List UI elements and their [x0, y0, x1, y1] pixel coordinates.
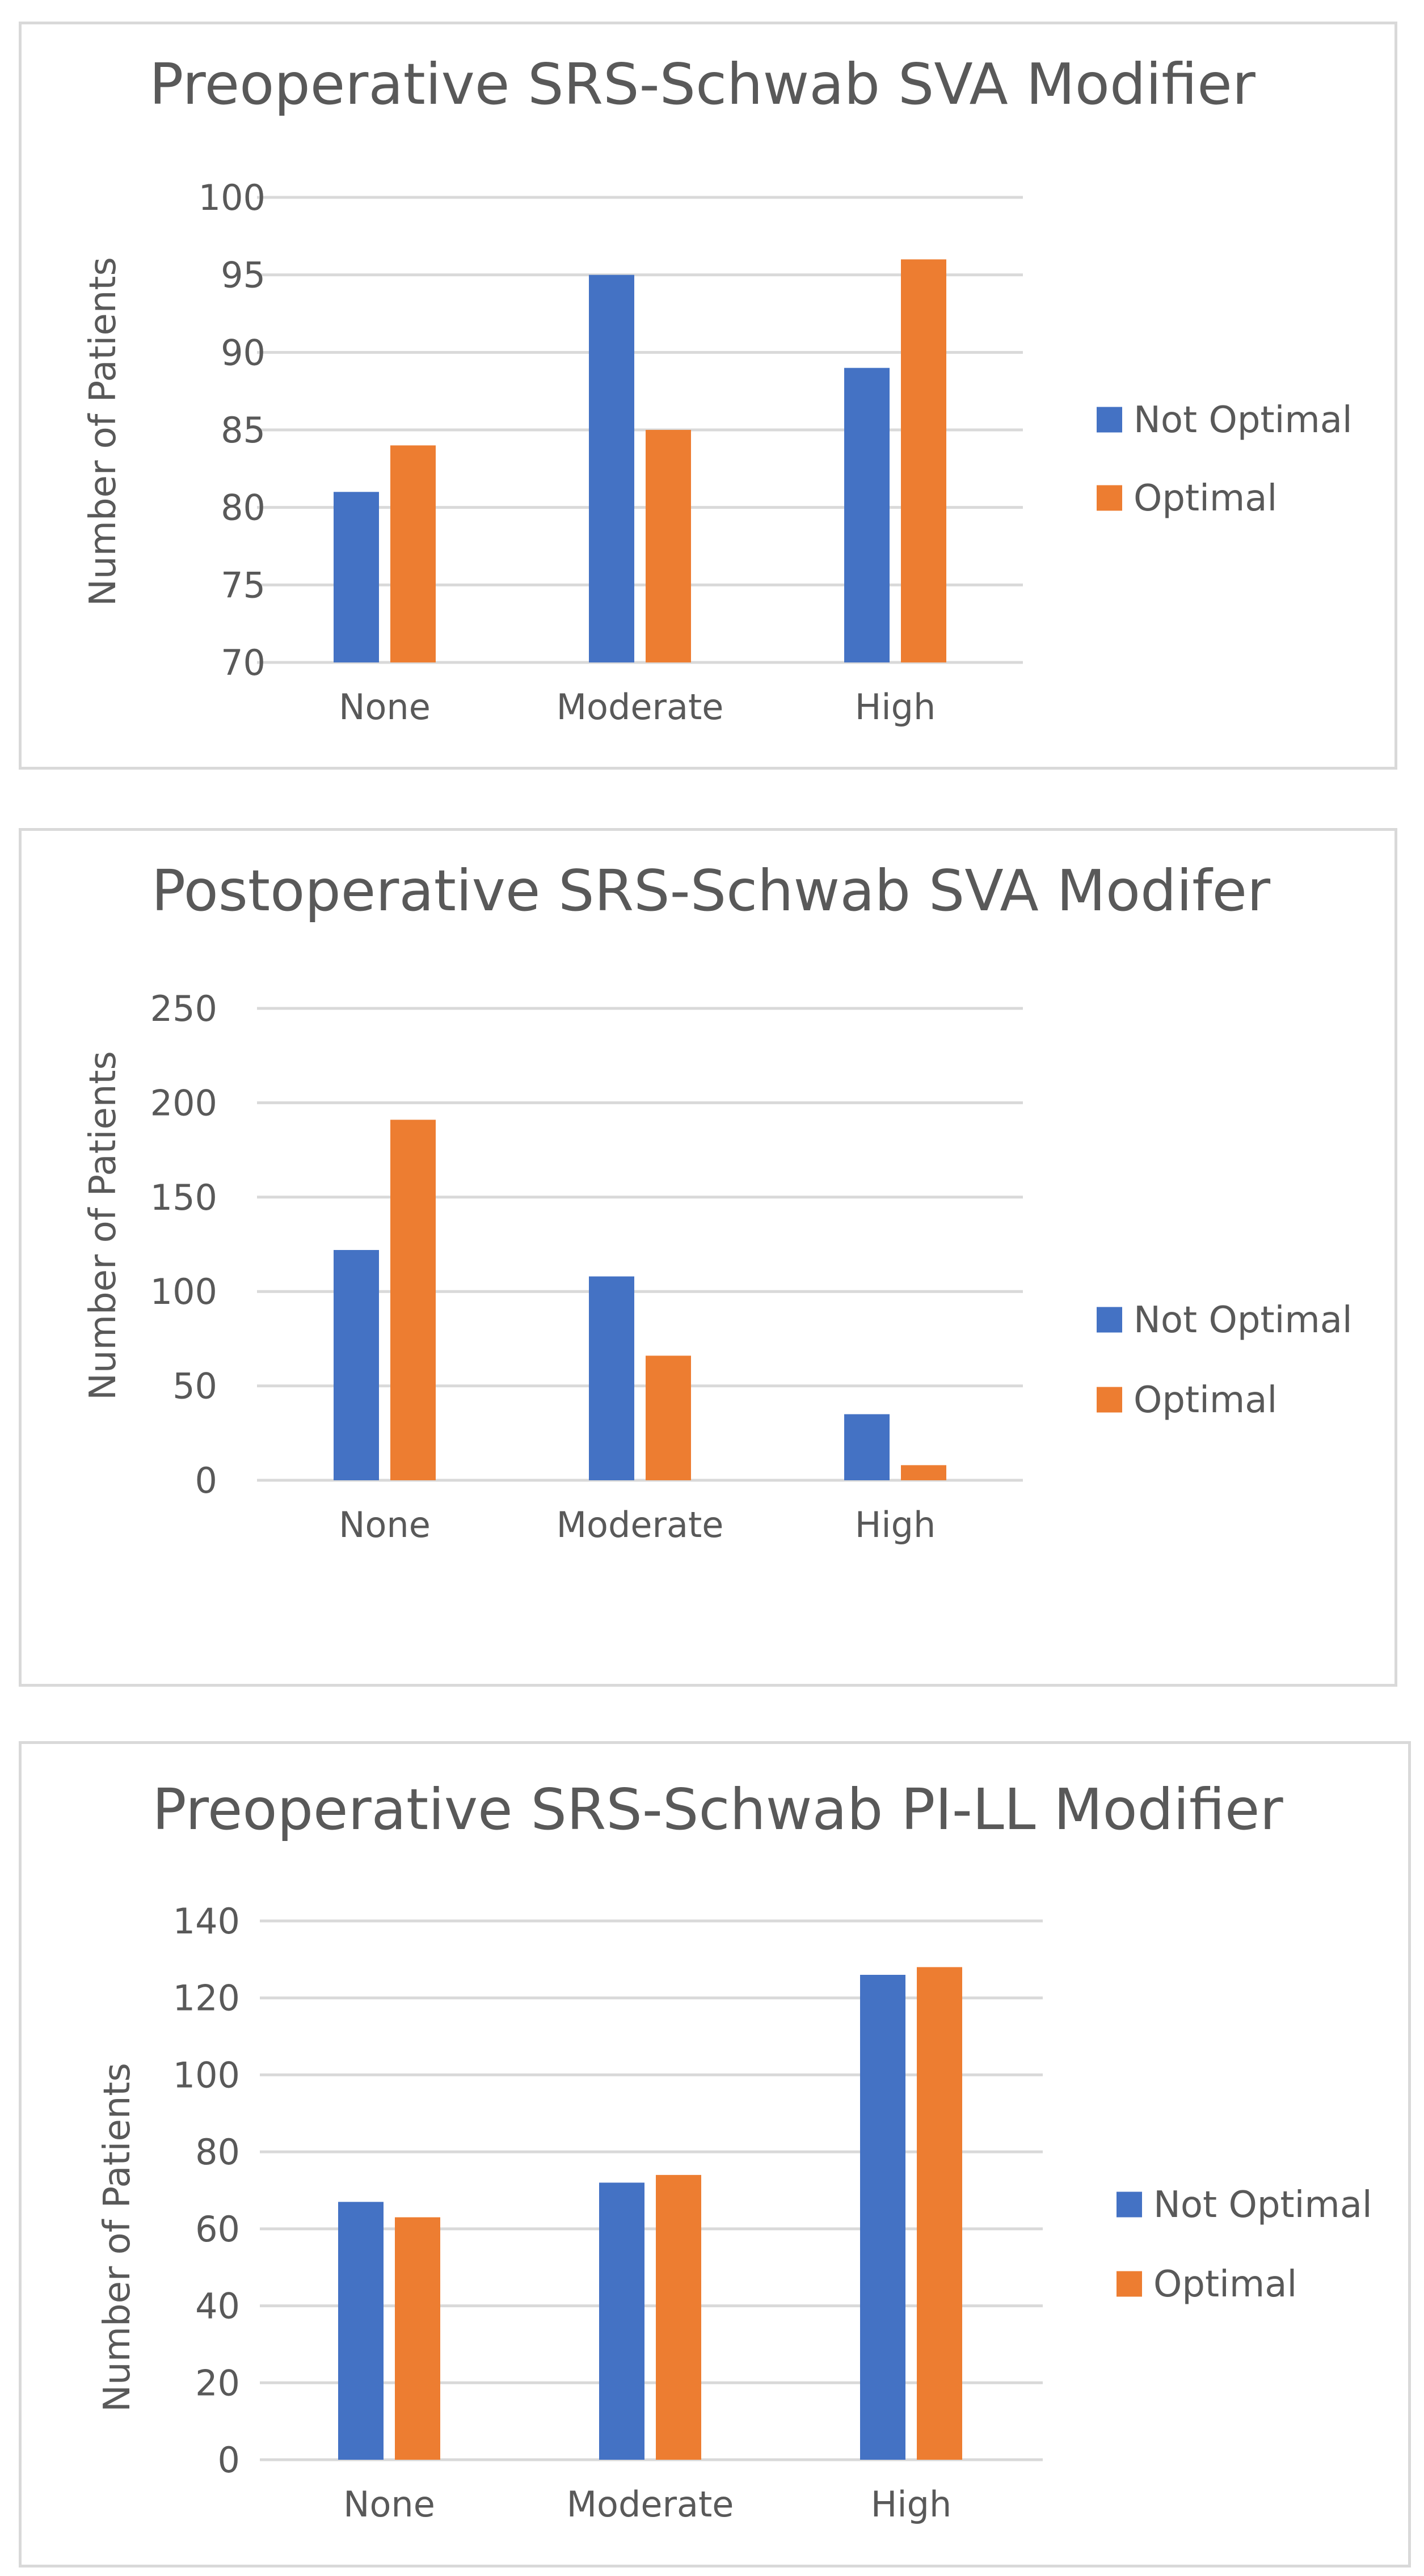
plot-area: 70 75 80 85 90 95 100 None Moderate High	[199, 177, 1023, 728]
bar-not-optimal-high	[860, 1975, 905, 2460]
bar-not-optimal-none	[338, 2202, 384, 2460]
legend-label: Not Optimal	[1153, 2184, 1372, 2226]
x-tick-label: Moderate	[557, 686, 724, 728]
plot-area: 0 50 100 150 200 250 None Moderate High	[150, 988, 1023, 1545]
y-tick-label: 20	[195, 2362, 240, 2404]
chart-panel-preop-sva: Preoperative SRS-Schwab SVA Modifier Num…	[19, 22, 1397, 770]
chart-svg-postop-sva: Postoperative SRS-Schwab SVA Modifer Num…	[82, 858, 1353, 1545]
legend-swatch	[1117, 2271, 1142, 2297]
bar-optimal-high	[917, 1967, 962, 2460]
y-tick-label: 60	[195, 2208, 240, 2250]
legend: Not Optimal Optimal	[1117, 2184, 1372, 2305]
y-axis-title: Number of Patients	[96, 2063, 138, 2412]
bar-not-optimal-moderate	[589, 1276, 634, 1480]
legend: Not Optimal Optimal	[1097, 1299, 1353, 1421]
legend-swatch	[1097, 485, 1122, 511]
bar-not-optimal-moderate	[599, 2182, 644, 2460]
legend-swatch	[1097, 1307, 1122, 1333]
y-tick-label: 140	[173, 1901, 240, 1942]
y-tick-label: 40	[195, 2286, 240, 2327]
legend-label: Optimal	[1134, 1379, 1277, 1421]
x-tick-label: High	[855, 686, 936, 728]
chart-panel-preop-pill: Preoperative SRS-Schwab PI-LL Modifier N…	[19, 1741, 1411, 2567]
y-tick-label: 100	[199, 177, 266, 218]
chart-title: Preoperative SRS-Schwab SVA Modifier	[149, 51, 1256, 117]
y-tick-label: 80	[221, 487, 266, 529]
y-tick-label: 50	[172, 1366, 217, 1407]
legend-swatch	[1117, 2191, 1142, 2218]
y-axis-title: Number of Patients	[82, 1051, 124, 1400]
x-tick-label: High	[855, 1504, 936, 1545]
y-tick-label: 250	[150, 988, 217, 1029]
bar-optimal-moderate	[646, 430, 691, 662]
bar-optimal-moderate	[646, 1355, 691, 1480]
chart-svg-preop-pill: Preoperative SRS-Schwab PI-LL Modifier N…	[96, 1776, 1372, 2525]
bar-not-optimal-none	[334, 492, 379, 662]
y-tick-label: 0	[218, 2439, 240, 2481]
legend-swatch	[1097, 407, 1122, 433]
x-tick-label: Moderate	[557, 1504, 724, 1545]
legend-label: Not Optimal	[1134, 399, 1353, 441]
x-tick-label: None	[343, 2484, 435, 2525]
x-tick-label: Moderate	[567, 2484, 734, 2525]
bar-not-optimal-high	[844, 1414, 890, 1480]
plot-area: 0 20 40 60 80 100 120 140 None Moderate High	[173, 1901, 1043, 2525]
y-tick-label: 70	[221, 642, 266, 683]
x-tick-label: None	[339, 686, 431, 728]
legend-swatch	[1097, 1387, 1122, 1413]
bar-not-optimal-none	[334, 1249, 379, 1480]
x-tick-label: None	[339, 1504, 431, 1545]
chart-svg-preop-sva: Preoperative SRS-Schwab SVA Modifier Num…	[82, 51, 1353, 728]
y-tick-label: 85	[221, 409, 266, 451]
y-tick-label: 90	[221, 332, 266, 373]
y-tick-label: 150	[150, 1177, 217, 1218]
y-tick-label: 0	[195, 1460, 217, 1501]
bar-optimal-none	[390, 1120, 436, 1480]
chart-title: Preoperative SRS-Schwab PI-LL Modifier	[152, 1776, 1283, 1843]
y-tick-label: 200	[150, 1082, 217, 1124]
y-tick-label: 100	[150, 1271, 217, 1312]
y-tick-label: 75	[221, 564, 266, 606]
bar-optimal-high	[901, 259, 946, 662]
legend-label: Not Optimal	[1134, 1299, 1353, 1341]
bar-optimal-high	[901, 1465, 946, 1480]
y-axis-title: Number of Patients	[82, 257, 124, 606]
y-tick-label: 80	[195, 2131, 240, 2173]
y-tick-label: 95	[221, 255, 266, 296]
y-tick-label: 100	[173, 2054, 240, 2096]
legend-label: Optimal	[1134, 478, 1277, 520]
legend-label: Optimal	[1153, 2263, 1297, 2305]
x-tick-label: High	[871, 2484, 952, 2525]
bar-not-optimal-moderate	[589, 275, 634, 663]
bar-optimal-none	[390, 445, 436, 662]
chart-title: Postoperative SRS-Schwab SVA Modifer	[151, 858, 1271, 924]
bar-not-optimal-high	[844, 368, 890, 662]
y-tick-label: 120	[173, 1978, 240, 2019]
chart-panel-postop-sva: Postoperative SRS-Schwab SVA Modifer Num…	[19, 828, 1397, 1687]
legend: Not Optimal Optimal	[1097, 399, 1353, 520]
bar-optimal-none	[395, 2217, 440, 2460]
bar-optimal-moderate	[656, 2174, 701, 2460]
